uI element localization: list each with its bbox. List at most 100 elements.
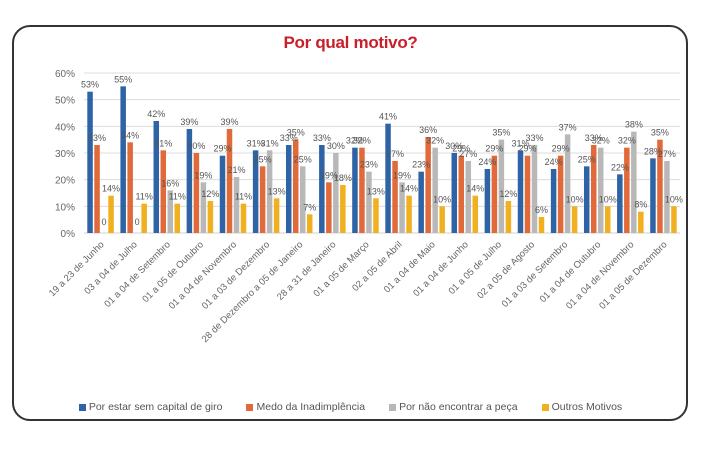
bar: [484, 169, 491, 233]
bar: [531, 145, 538, 233]
data-label: 12%: [201, 189, 219, 199]
data-label: 23%: [360, 160, 378, 170]
data-label: 35%: [287, 128, 305, 138]
data-label: 33%: [525, 133, 543, 143]
data-label: 10%: [599, 194, 617, 204]
x-tick-label: 01 a 05 de Outubro: [140, 239, 206, 305]
bar: [418, 171, 424, 233]
bar: [299, 166, 306, 233]
data-label: 18%: [334, 173, 352, 183]
legend-swatch: [389, 403, 397, 411]
bar: [524, 155, 531, 233]
data-label: 32%: [618, 136, 636, 146]
bar: [650, 158, 656, 233]
data-label: 12%: [499, 189, 517, 199]
data-label: 25%: [294, 154, 312, 164]
gridlines: [84, 72, 680, 234]
bar: [333, 153, 339, 233]
bar: [160, 150, 167, 233]
data-label: 32%: [426, 136, 444, 146]
data-label: 30%: [187, 141, 205, 151]
data-label: 10%: [433, 194, 451, 204]
y-tick-label: 0%: [61, 229, 76, 240]
bar: [207, 201, 214, 233]
data-label: 14%: [102, 184, 120, 194]
bar: [273, 198, 280, 233]
bar: [127, 142, 133, 233]
data-label: 19%: [320, 170, 338, 180]
bar: [141, 203, 147, 233]
data-label: 29%: [518, 144, 536, 154]
data-label: 29%: [452, 144, 470, 154]
bar: [193, 153, 200, 233]
chart-frame: [12, 25, 688, 421]
bar: [94, 145, 100, 233]
data-label: 24%: [545, 157, 563, 167]
bar: [385, 123, 391, 233]
bar: [550, 169, 557, 233]
bar: [451, 153, 458, 233]
data-label: 36%: [419, 125, 437, 135]
y-tick-label: 30%: [55, 149, 75, 160]
bar: [352, 147, 358, 233]
legend-swatch: [246, 403, 254, 411]
data-label: 0: [135, 217, 140, 227]
bar: [564, 134, 571, 233]
bar: [259, 166, 266, 233]
data-label: 39%: [180, 117, 198, 127]
data-label: 55%: [114, 74, 132, 84]
legend-label: Outros Motivos: [551, 401, 623, 413]
bar: [617, 174, 623, 233]
y-tick-label: 60%: [55, 69, 75, 80]
bar: [219, 155, 226, 233]
data-label: 22%: [611, 162, 629, 172]
data-label: 11%: [135, 192, 152, 202]
bar: [458, 155, 465, 233]
legend-item-nao-encontrar-peca: Por não encontrar a peça: [389, 401, 518, 413]
x-tick-label: 02 a 05 de Agosto: [475, 239, 537, 301]
legend-item-inadimplencia: Medo da Inadimplência: [246, 401, 365, 413]
bar: [631, 131, 637, 233]
data-label: 13%: [367, 186, 385, 196]
bar: [657, 139, 663, 233]
data-label: 53%: [81, 80, 99, 90]
data-label: 41%: [379, 112, 397, 122]
data-label: 27%: [658, 149, 676, 159]
bar: [557, 155, 564, 233]
data-label: 13%: [268, 186, 286, 196]
data-label: 31%: [511, 138, 529, 148]
legend-item-outros: Outros Motivos: [541, 401, 623, 413]
x-tick-label: 28 a 31 de Janeiro: [275, 239, 338, 302]
chart-title: Por qual motivo?: [283, 33, 418, 52]
bar: [120, 86, 126, 233]
bars: [87, 86, 677, 234]
y-tick-label: 10%: [55, 202, 75, 213]
bar: [359, 147, 365, 233]
data-label: 34%: [121, 130, 139, 140]
data-label: 19%: [393, 170, 411, 180]
bar: [505, 201, 512, 233]
legend-label: Medo da Inadimplência: [256, 401, 366, 413]
bar: [597, 147, 604, 233]
bar: [266, 150, 273, 233]
bar: [517, 150, 524, 233]
data-label: 38%: [625, 120, 643, 130]
bar: [252, 150, 259, 233]
bar: [406, 195, 412, 233]
data-label: 11%: [235, 192, 252, 202]
x-tick-label: 19 a 23 de Junho: [47, 239, 107, 299]
data-label: 27%: [386, 149, 404, 159]
data-label: 10%: [566, 194, 584, 204]
data-label: 14%: [466, 184, 484, 194]
data-label: 24%: [478, 157, 496, 167]
data-label: 31%: [261, 138, 279, 148]
data-label: 31%: [247, 138, 265, 148]
bar: [571, 206, 578, 233]
data-label: 35%: [492, 128, 510, 138]
bar: [439, 206, 445, 233]
y-axis-ticks: 0% 10% 20% 30% 40% 50% 60%: [55, 69, 75, 240]
bar: [604, 206, 611, 233]
data-label: 35%: [651, 128, 669, 138]
bar: [306, 214, 313, 233]
bar: [366, 171, 372, 233]
